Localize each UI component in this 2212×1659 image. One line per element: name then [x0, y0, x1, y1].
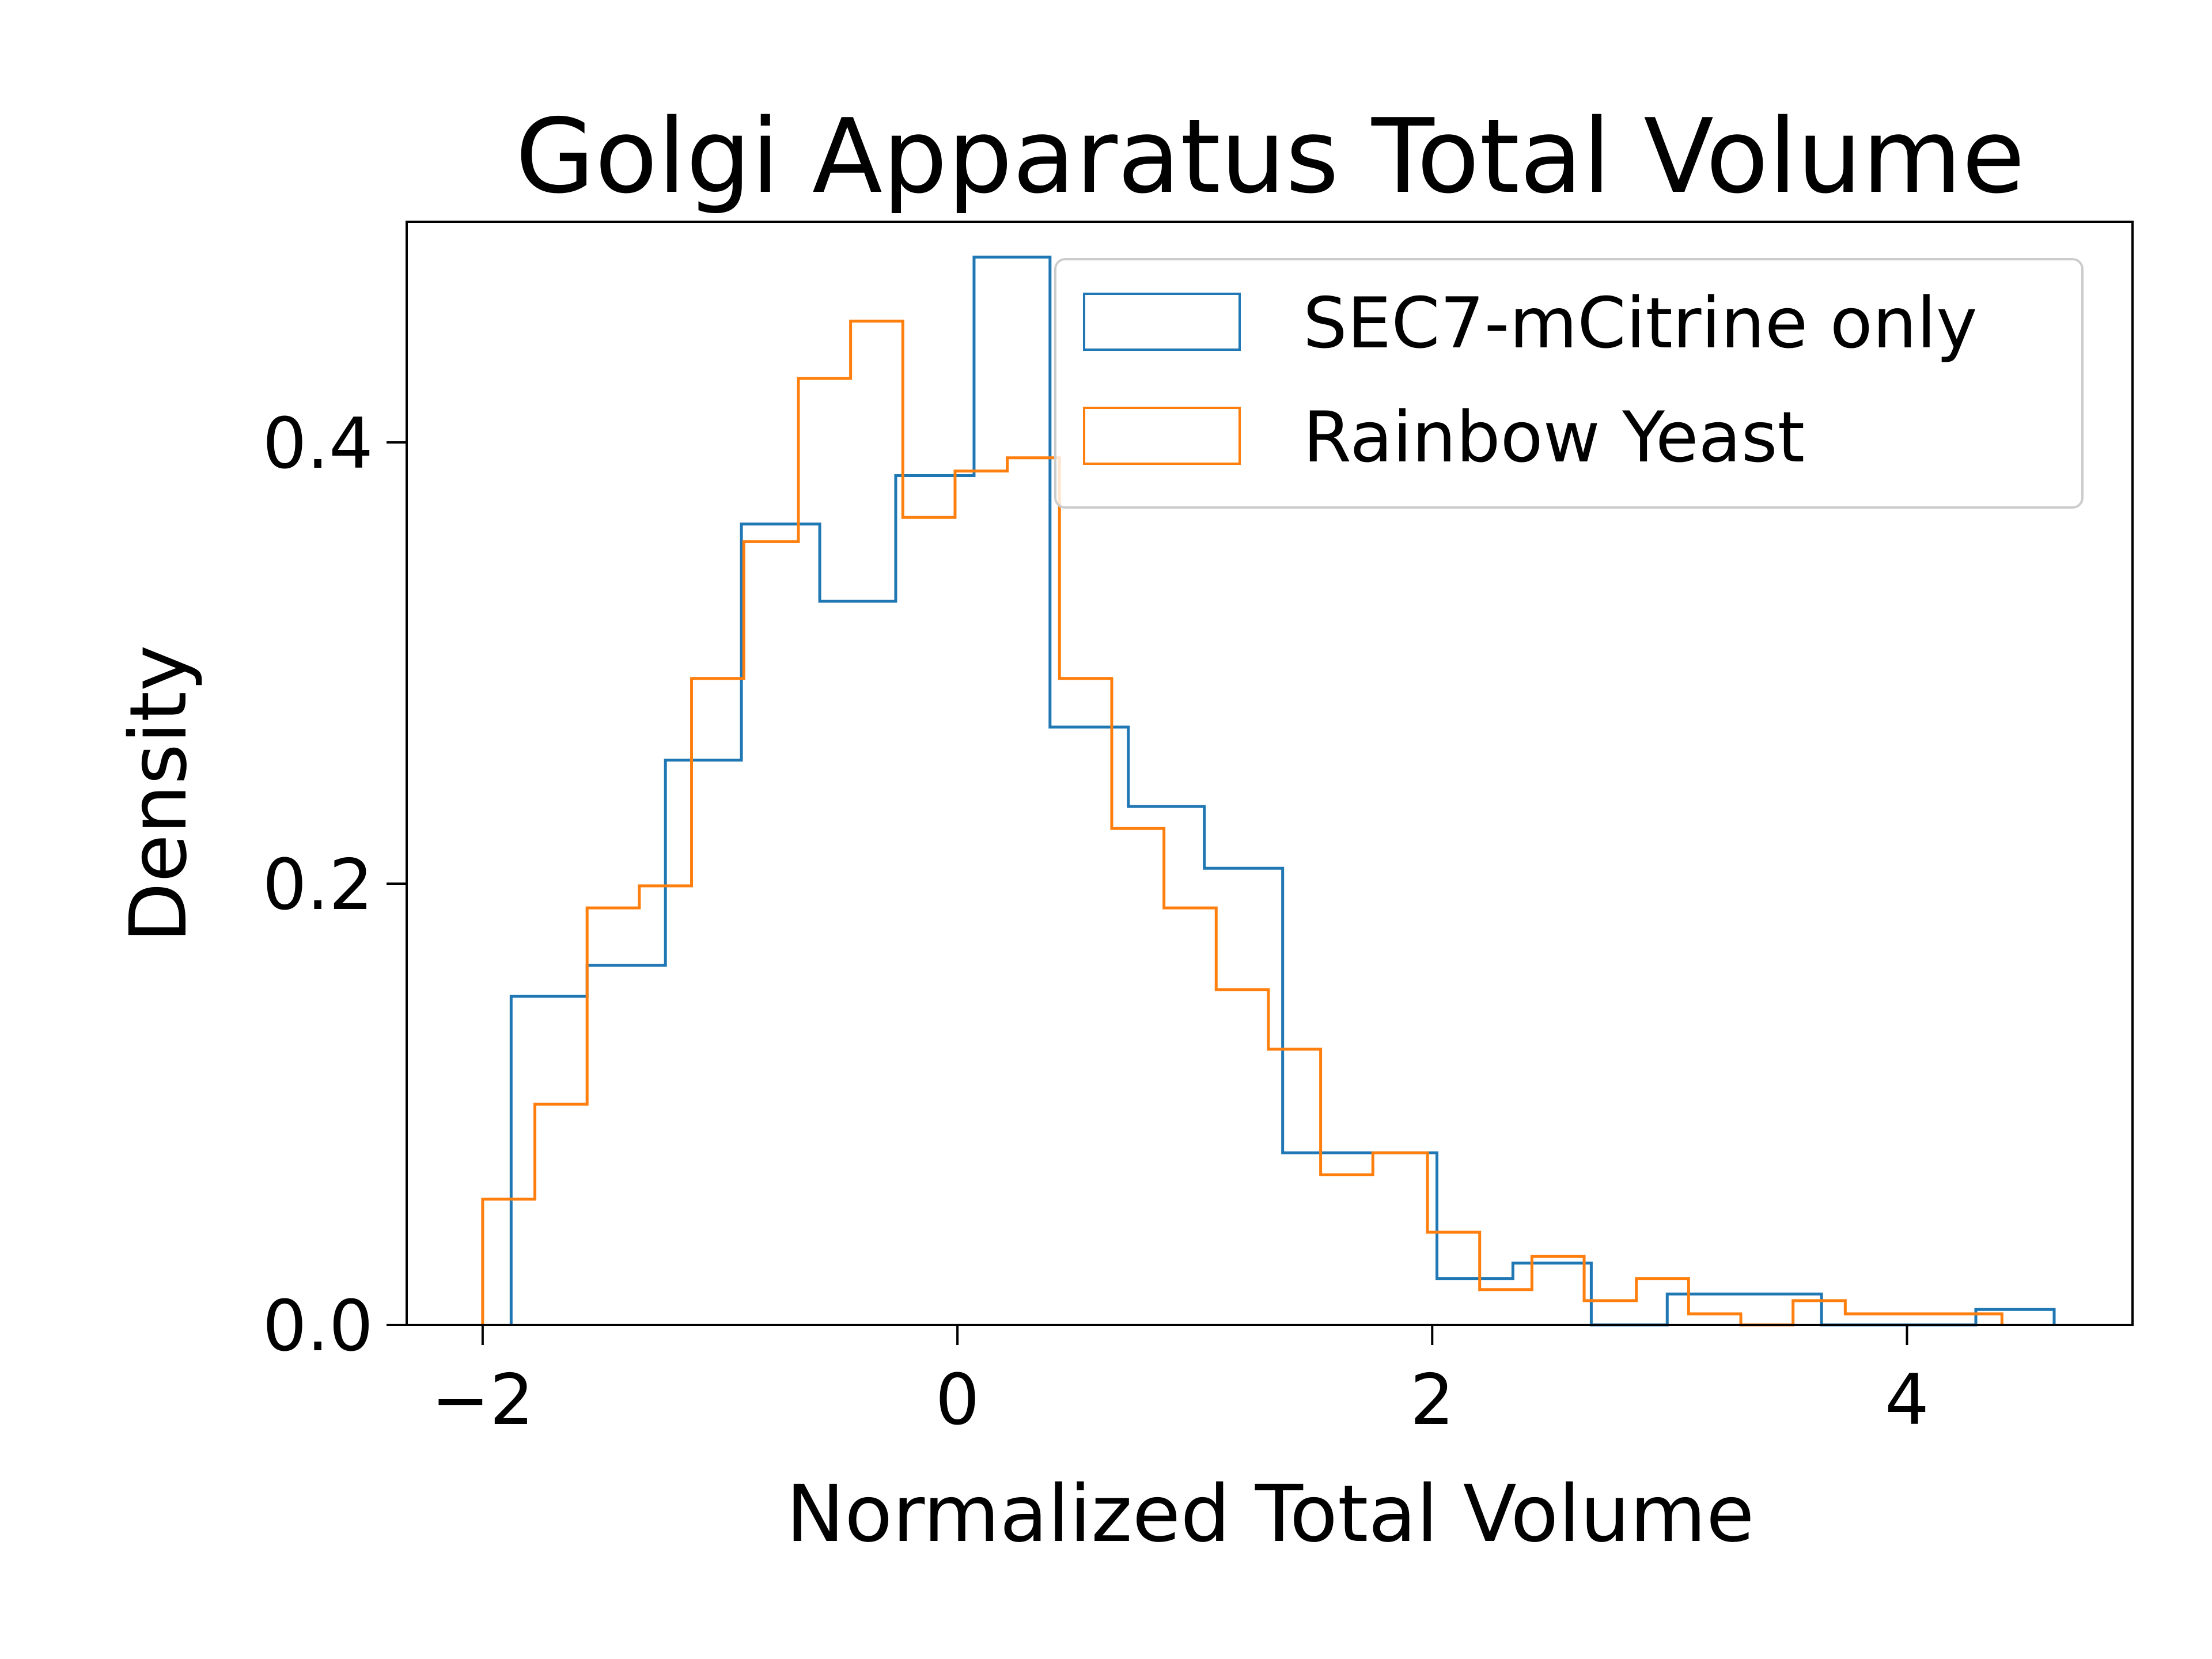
ticks-layer: −2 0 2 4 0.0 0.2 0.4	[263, 403, 1929, 1441]
y-axis-title: Density	[113, 645, 204, 942]
legend-frame	[1054, 258, 2084, 509]
series-line-rainbow	[481, 319, 2003, 1327]
series-line-sec7	[509, 255, 2056, 1327]
plot-frame	[406, 221, 2134, 1326]
series-sec7	[509, 255, 2056, 1327]
legend-label-rainbow: Rainbow Yeast	[1303, 397, 1805, 478]
y-tick-label: 0.2	[263, 844, 373, 926]
legend: SEC7-mCitrine only Rainbow Yeast	[1054, 258, 2084, 509]
chart-title: Golgi Apparatus Total Volume	[516, 97, 2025, 216]
y-tick-label: 0.0	[263, 1286, 373, 1367]
series-rainbow	[481, 319, 2003, 1327]
legend-label-sec7: SEC7-mCitrine only	[1303, 283, 1978, 364]
legend-swatch-rainbow	[1083, 407, 1241, 465]
x-axis-title: Normalized Total Volume	[786, 1469, 1754, 1560]
x-tick-label: 2	[1410, 1359, 1455, 1441]
y-tick-label: 0.4	[263, 403, 373, 484]
x-tick-label: 0	[935, 1359, 980, 1441]
series-layer	[481, 255, 2056, 1327]
legend-swatch-sec7	[1083, 293, 1241, 351]
x-tick-label: −2	[431, 1359, 534, 1441]
x-tick-label: 4	[1885, 1359, 1929, 1441]
